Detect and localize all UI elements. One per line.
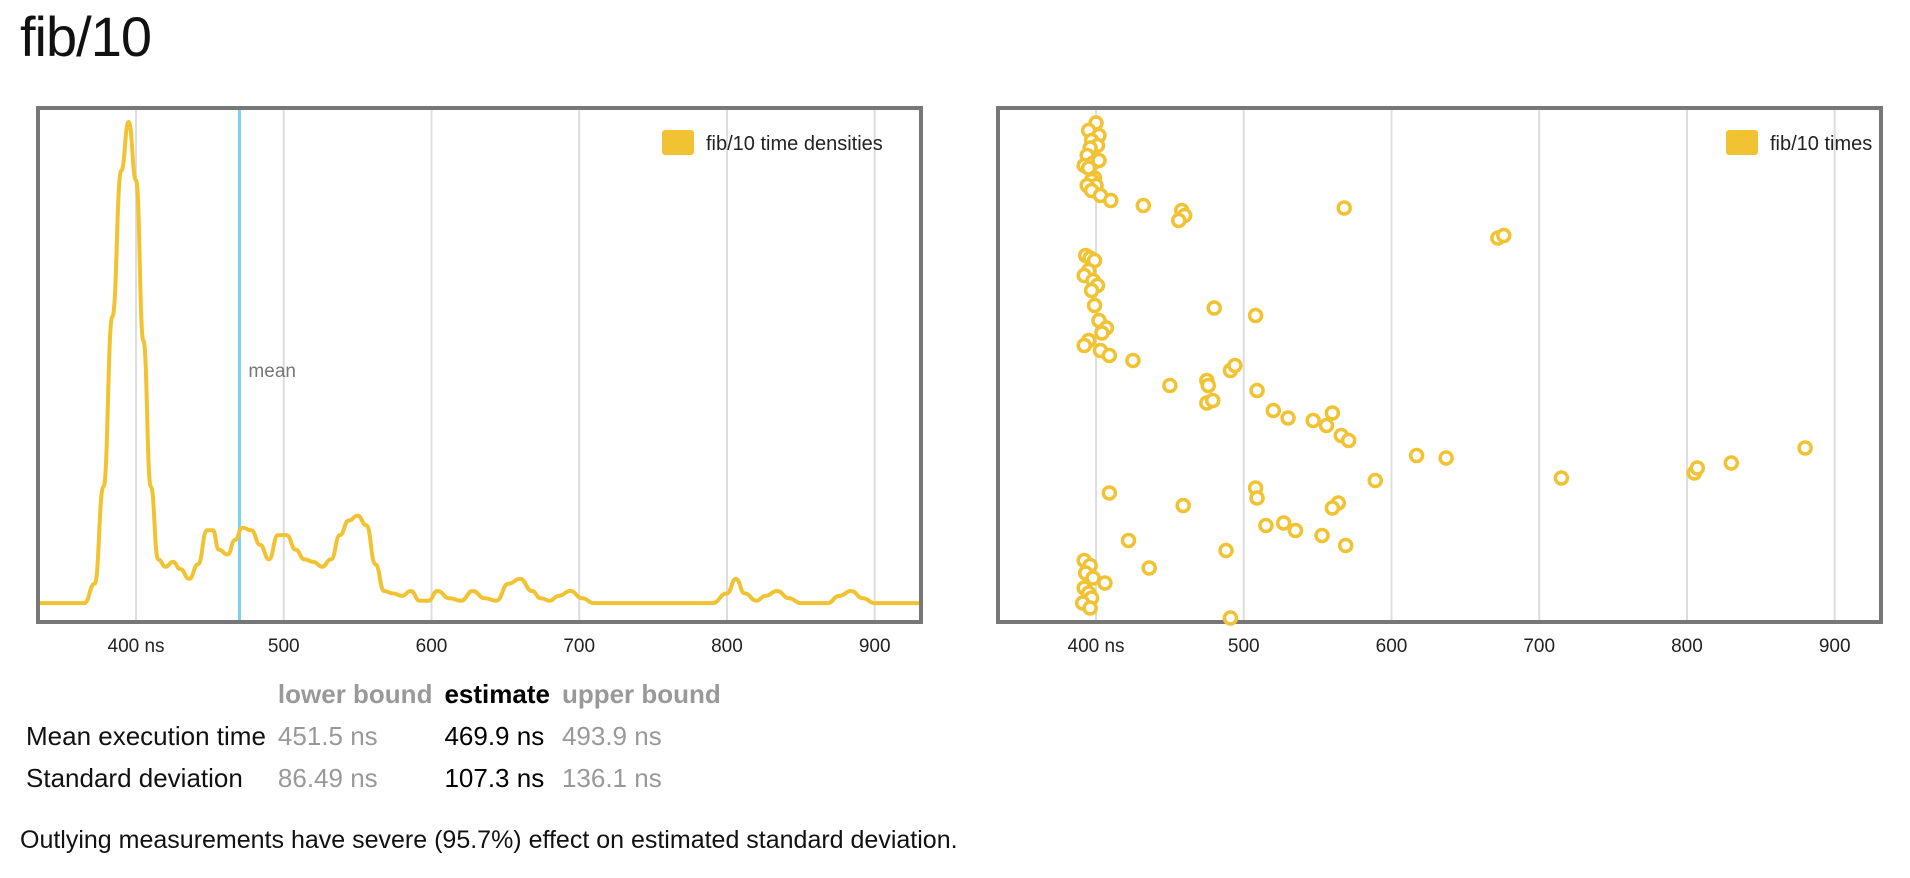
times-point [1340,432,1357,449]
times-plot-frame [996,106,1883,624]
times-point [1367,472,1383,489]
times-point [1227,357,1243,374]
page-title: fib/10 [20,5,152,68]
density-legend: fib/10 time densities [662,130,883,155]
times-point [1082,600,1098,616]
times-point [1135,197,1152,214]
times-point [1200,377,1217,394]
times-point [1336,200,1352,216]
times-point [1206,300,1222,316]
density-legend-swatch [662,130,694,155]
times-point [1083,282,1100,299]
stddev-lower: 86.49 ns [277,762,378,793]
times-point [1275,515,1292,531]
times-point [1438,450,1454,466]
times-point [1258,517,1274,534]
times-point [1305,412,1321,429]
times-point [1175,497,1191,514]
stats-row-stddev: Standard deviation 86.49 ns 107.3 ns 136… [20,757,727,799]
stats-header-row: lower bound estimate upper bound [20,673,727,715]
times-point [1723,455,1740,471]
row-label: Mean execution time [26,720,266,751]
estimate-header: estimate [444,678,550,709]
times-point [1265,402,1282,419]
times-tick-label: 600 [1376,636,1408,657]
times-point [1162,377,1178,394]
times-point [1094,325,1110,341]
times-point [1337,537,1354,554]
times-point [1689,460,1706,476]
times-point [1553,470,1570,486]
times-point [1496,227,1512,244]
times-chart: 400 ns 500 600 700 800 900 fib/10 times [996,106,1883,657]
mean-label: mean [248,361,296,382]
times-point [1171,212,1187,229]
row-label: Standard deviation [26,762,243,793]
times-point [1247,307,1264,324]
density-gridlines [135,110,876,620]
density-chart: 400 ns 500 600 700 800 900 mean fib/10 time d… [36,106,923,657]
times-gridlines [1095,110,1836,620]
times-tick-label: 900 [1819,636,1851,657]
density-tick-label: 800 [711,636,743,657]
stddev-upper: 136.1 ns [561,762,662,793]
times-point [1141,560,1157,576]
times-point [1101,485,1118,501]
density-x-axis: 400 ns 500 600 700 800 900 [108,636,891,657]
density-tick-label: 900 [859,636,891,657]
density-plot-frame [36,106,923,624]
times-legend-swatch [1726,130,1758,155]
times-point [1097,575,1113,591]
times-point [1204,392,1221,409]
times-legend: fib/10 times [1726,130,1872,155]
times-point [1125,352,1141,369]
outliers-note: Outlying measurements have severe (95.7%… [20,826,958,854]
times-point [1314,527,1330,544]
times-point [1076,337,1092,354]
times-points [1074,115,1813,626]
times-tick-label: 400 ns [1068,636,1125,657]
times-tick-label: 700 [1523,636,1555,657]
lower-bound-header: lower bound [277,678,433,709]
density-tick-label: 700 [563,636,595,657]
times-legend-label: fib/10 times [1770,133,1872,155]
times-point [1218,542,1234,559]
mean-lower: 451.5 ns [277,720,378,751]
times-point [1318,417,1335,434]
upper-bound-header: upper bound [561,678,721,709]
times-point [1103,192,1119,209]
density-tick-label: 600 [416,636,448,657]
times-point [1797,440,1813,456]
stats-row-mean: Mean execution time 451.5 ns 469.9 ns 49… [20,715,727,757]
times-point [1249,382,1265,399]
stats-table: lower bound estimate upper bound Mean ex… [20,673,727,799]
times-x-axis: 400 ns 500 600 700 800 900 [1068,636,1851,657]
density-tick-label: 500 [268,636,300,657]
stddev-estimate: 107.3 ns [444,762,545,793]
times-point [1287,522,1304,539]
times-point [1086,297,1103,314]
times-point [1091,152,1107,169]
times-point [1280,410,1296,426]
density-legend-label: fib/10 time densities [706,133,883,155]
times-point [1324,405,1341,421]
times-point [1120,532,1137,549]
mean-upper: 493.9 ns [561,720,662,751]
times-tick-label: 500 [1228,636,1260,657]
stats-header-blank [20,673,272,715]
times-point [1249,490,1265,506]
times-point [1222,610,1239,626]
density-series-line [40,120,919,606]
times-point [1101,347,1118,364]
times-point [1408,447,1425,464]
mean-estimate: 469.9 ns [444,720,545,751]
density-tick-label: 400 ns [108,636,165,657]
times-tick-label: 800 [1671,636,1703,657]
times-point [1324,500,1341,516]
